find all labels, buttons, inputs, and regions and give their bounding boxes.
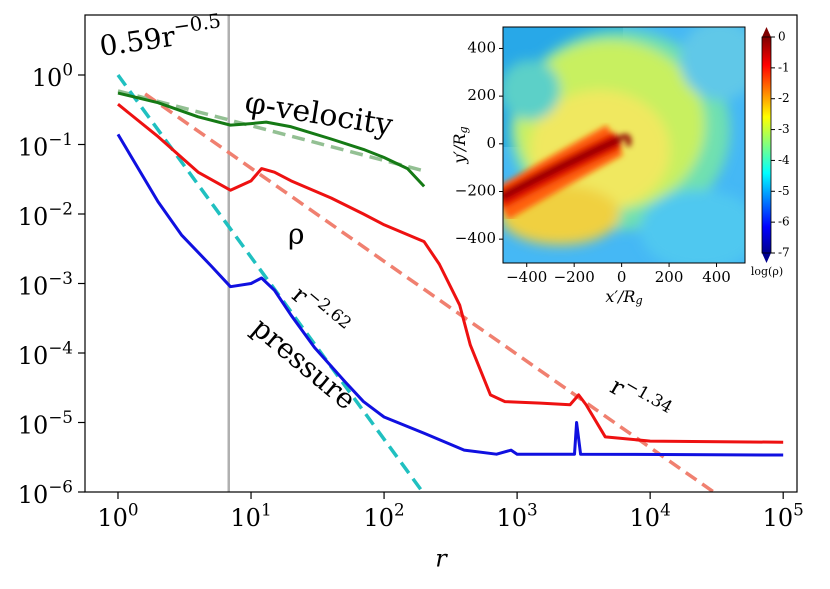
colorbar: [762, 37, 771, 253]
series-annotation: 0.59r−0.5: [97, 9, 224, 63]
y-tick-label: 10−3: [18, 268, 73, 300]
colorbar-tick-label: 0: [778, 30, 786, 44]
inset-y-label: y′/Rg: [450, 126, 470, 164]
inset-y-tick-label: −200: [455, 181, 496, 199]
inset-y-tick-label: −400: [455, 229, 496, 247]
y-tick-label: 10−5: [18, 407, 73, 439]
colorbar-extend: [762, 27, 771, 37]
inset-y-tick-label: 400: [467, 38, 496, 56]
x-axis-label: r: [435, 545, 448, 573]
y-tick-label: 100: [32, 59, 73, 91]
inset-y-tick-label: 200: [467, 86, 496, 104]
x-tick-label: 104: [630, 499, 671, 531]
colorbar-label: log(ρ): [751, 265, 783, 278]
colorbar-tick-label: -7: [778, 246, 790, 260]
plot-area: [116, 15, 784, 492]
y-tick-label: 10−6: [18, 476, 73, 508]
x-tick-label: 101: [230, 499, 271, 531]
colorbar-tick-label: -1: [778, 60, 790, 74]
inset-x-tick-label: 0: [617, 268, 627, 286]
y-tick-label: 10−2: [18, 198, 73, 230]
inset-x-tick-label: 400: [702, 268, 731, 286]
x-tick-label: 100: [97, 499, 138, 531]
colorbar-frame: [761, 36, 772, 254]
data-line: [116, 133, 784, 457]
inset-background: [502, 26, 746, 264]
colorbar-extend: [762, 253, 771, 263]
inset-y-tick-label: 0: [486, 134, 496, 152]
axes-frame: [84, 14, 798, 493]
colorbar-tick-label: -3: [778, 122, 790, 136]
inset-x-tick-label: −200: [554, 268, 595, 286]
colorbar-tick-label: -6: [778, 215, 790, 229]
y-tick-label: 10−4: [18, 337, 73, 369]
x-tick-label: 102: [363, 499, 404, 531]
series-annotation: r−2.62: [287, 277, 356, 342]
inset-x-tick-label: −400: [506, 268, 547, 286]
inset-x-label: x′/Rg: [605, 287, 642, 307]
colorbar-tick-label: -5: [778, 184, 790, 198]
fit-line: [117, 89, 425, 173]
y-tick-label: 10−1: [18, 129, 73, 161]
series-annotation: ρ: [288, 218, 304, 251]
x-tick-label: 105: [763, 499, 804, 531]
data-line: [117, 91, 426, 188]
series-annotation: r−1.34: [606, 368, 677, 428]
inset-x-tick-label: 200: [655, 268, 684, 286]
x-tick-label: 103: [496, 499, 537, 531]
colorbar-tick-label: -4: [778, 153, 790, 167]
colorbar-tick-label: -2: [778, 91, 790, 105]
inset: −400 −200 0 200 400 −400 −200 0 200 400 x′/Rg y′/Rg…: [450, 30, 791, 307]
data-line: [117, 103, 784, 444]
